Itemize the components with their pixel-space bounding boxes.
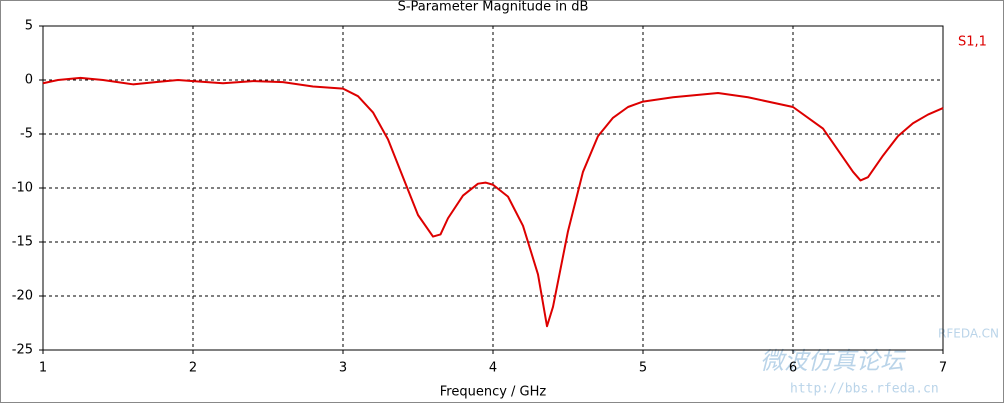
y-tick-label: -15: [12, 235, 33, 250]
watermark: http://bbs.rfeda.cn: [790, 382, 939, 397]
y-tick-label: 0: [25, 73, 33, 88]
chart-title: S-Parameter Magnitude in dB: [398, 0, 589, 15]
x-tick-label: 5: [639, 361, 647, 376]
legend-label: S1,1: [958, 35, 987, 50]
y-tick-label: -5: [20, 127, 33, 142]
watermark: RFEDA.CN: [938, 327, 999, 341]
x-tick-label: 7: [939, 361, 947, 376]
watermark: 微波仿真论坛: [760, 347, 907, 375]
y-tick-label: -20: [12, 289, 33, 304]
x-tick-label: 2: [189, 361, 197, 376]
y-tick-label: -10: [12, 181, 33, 196]
series-line: [42, 76, 944, 328]
x-tick-label: 4: [489, 361, 497, 376]
x-axis-label: Frequency / GHz: [440, 385, 547, 400]
x-tick-label: 6: [789, 361, 797, 376]
x-tick-label: 3: [339, 361, 347, 376]
x-tick-label: 1: [39, 361, 47, 376]
y-tick-label: 5: [25, 19, 33, 34]
y-tick-label: -25: [12, 343, 33, 358]
